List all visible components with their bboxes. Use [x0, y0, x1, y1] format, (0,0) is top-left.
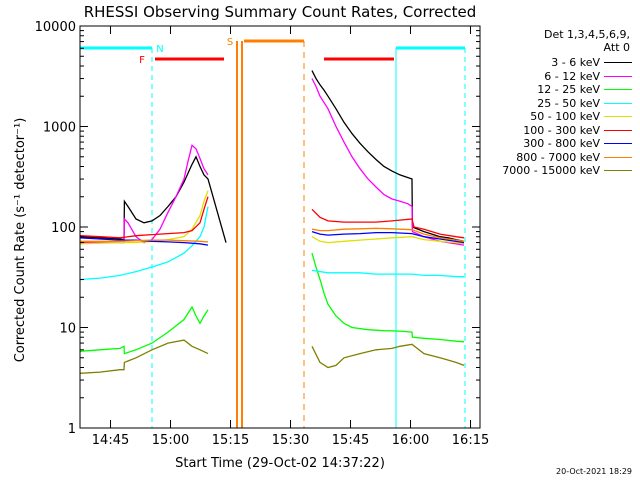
legend-label: 6 - 12 keV: [544, 69, 600, 83]
annotation-n: N: [156, 44, 163, 55]
legend-swatch: [604, 129, 632, 131]
legend-swatch: [604, 156, 632, 158]
x-axis-label: Start Time (29-Oct-02 14:37:22): [175, 456, 385, 471]
x-tick-label: 14:45: [92, 433, 129, 448]
y-tick-label: 1: [68, 422, 76, 437]
legend-label: 800 - 7000 keV: [516, 150, 600, 164]
series-line-0-seg1: [311, 70, 465, 242]
x-tick-label: 15:30: [272, 433, 309, 448]
x-tick-label: 15:00: [152, 433, 189, 448]
axes: 14:45 15:00 15:15 15:30 15:45 16:00 16:15 1 10 10…: [35, 20, 490, 448]
series-line-8-seg0: [79, 339, 209, 374]
series-line-7-seg1: [311, 227, 465, 242]
y-tick-label: 100: [51, 221, 76, 236]
y-tick-label: 1000: [43, 121, 76, 136]
series-line-8-seg1: [311, 343, 465, 369]
legend-label: 100 - 300 keV: [523, 123, 600, 137]
legend-title: Det 1,3,4,5,6,9, Att 0: [480, 28, 630, 54]
legend-title-line-2: Att 0: [603, 41, 630, 54]
series-line-7-seg0: [80, 239, 209, 243]
series-line-3-seg1: [311, 269, 464, 278]
state-overlays: NF S: [80, 37, 466, 428]
legend-label: 12 - 25 keV: [537, 83, 600, 96]
legend-label: 3 - 6 keV: [551, 56, 600, 69]
legend-swatch: [604, 116, 632, 117]
series-line-6-seg0: [79, 237, 209, 246]
legend-item: 300 - 800 keV: [486, 137, 636, 150]
x-tick-label: 16:00: [392, 433, 429, 448]
legend-title-line-1: Det 1,3,4,5,6,9,: [543, 28, 630, 41]
x-tick-label: 16:15: [452, 433, 489, 448]
legend-item: 25 - 50 keV: [486, 97, 636, 110]
legend-swatch: [604, 75, 632, 77]
legend-item: 6 - 12 keV: [486, 70, 636, 83]
legend-item: 800 - 7000 keV: [486, 151, 636, 164]
annotation-f: F: [139, 55, 145, 66]
legend-swatch: [604, 102, 632, 104]
series-line-3-seg0: [79, 206, 209, 281]
series-line-1-seg0: [80, 144, 209, 244]
legend-item: 12 - 25 keV: [486, 83, 636, 96]
legend-swatch: [604, 62, 632, 63]
x-tick-label: 15:45: [332, 433, 369, 448]
legend-label: 50 - 100 keV: [530, 110, 600, 123]
y-tick-label: 10: [59, 322, 76, 337]
legend-swatch: [604, 143, 632, 144]
x-tick-label: 15:15: [212, 433, 249, 448]
series-line-2-seg0: [79, 305, 209, 355]
legend-label: 7000 - 15000 keV: [502, 164, 600, 177]
series-line-2-seg1: [311, 252, 465, 343]
legend-label: 25 - 50 keV: [537, 96, 600, 110]
legend-item: 50 - 100 keV: [486, 110, 636, 123]
series-line-4-seg0: [79, 190, 209, 245]
series-line-5-seg1: [311, 208, 465, 239]
legend-label: 300 - 800 keV: [523, 137, 600, 150]
generated-timestamp: 20-Oct-2021 18:29: [556, 467, 632, 476]
plot-frame: [79, 25, 481, 429]
y-tick-label: 10000: [35, 20, 76, 35]
legend-swatch: [604, 170, 632, 171]
y-axis-label: Corrected Count Rate (s⁻¹ detector⁻¹): [13, 118, 28, 363]
series-line-4-seg1: [311, 236, 465, 245]
series-line-1-seg1: [311, 78, 465, 246]
legend-swatch: [604, 89, 632, 90]
series-lines: [79, 70, 465, 374]
legend-item: 7000 - 15000 keV: [486, 164, 636, 177]
annotation-s: S: [227, 37, 233, 48]
chart-title: RHESSI Observing Summary Count Rates, Co…: [84, 3, 477, 21]
legend-item: 100 - 300 keV: [486, 124, 636, 137]
series-line-5-seg0: [79, 196, 209, 239]
legend-item: 3 - 6 keV: [486, 56, 636, 69]
series-line-6-seg1: [311, 230, 465, 244]
